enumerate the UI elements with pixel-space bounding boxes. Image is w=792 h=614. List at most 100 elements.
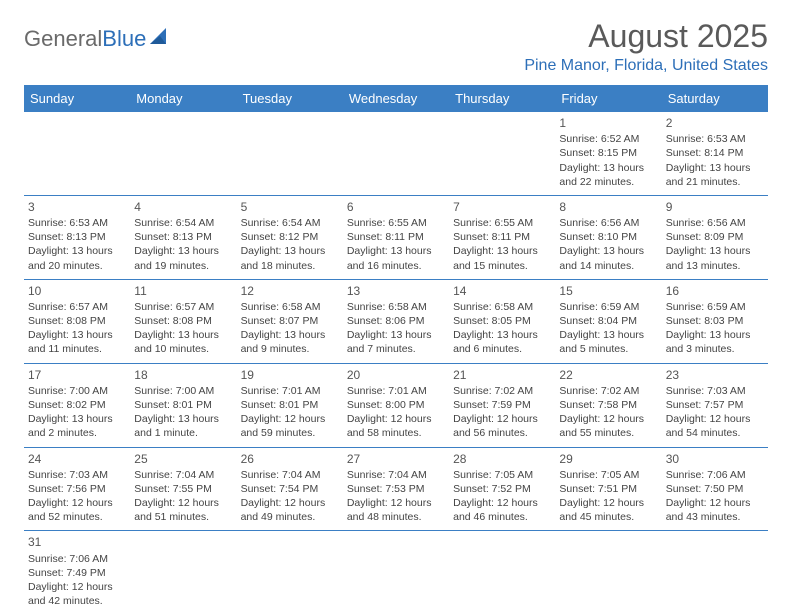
day-number: 21 bbox=[453, 367, 551, 383]
calendar-cell bbox=[343, 531, 449, 614]
sunrise-text: Sunrise: 7:04 AM bbox=[241, 468, 339, 482]
sunset-text: Sunset: 8:08 PM bbox=[134, 314, 232, 328]
sunrise-text: Sunrise: 7:01 AM bbox=[241, 384, 339, 398]
daylight2-text: and 43 minutes. bbox=[666, 510, 764, 524]
daylight2-text: and 6 minutes. bbox=[453, 342, 551, 356]
daylight2-text: and 51 minutes. bbox=[134, 510, 232, 524]
day-header-wed: Wednesday bbox=[343, 85, 449, 112]
day-header-fri: Friday bbox=[555, 85, 661, 112]
sunrise-text: Sunrise: 6:54 AM bbox=[241, 216, 339, 230]
sail-icon bbox=[150, 26, 172, 52]
daylight2-text: and 5 minutes. bbox=[559, 342, 657, 356]
sunrise-text: Sunrise: 7:00 AM bbox=[28, 384, 126, 398]
day-number: 22 bbox=[559, 367, 657, 383]
day-number: 8 bbox=[559, 199, 657, 215]
day-number: 18 bbox=[134, 367, 232, 383]
calendar-cell bbox=[555, 531, 661, 614]
daylight1-text: Daylight: 13 hours bbox=[666, 244, 764, 258]
calendar-cell: 14Sunrise: 6:58 AMSunset: 8:05 PMDayligh… bbox=[449, 280, 555, 363]
day-number: 10 bbox=[28, 283, 126, 299]
calendar-cell: 13Sunrise: 6:58 AMSunset: 8:06 PMDayligh… bbox=[343, 280, 449, 363]
daylight1-text: Daylight: 13 hours bbox=[559, 328, 657, 342]
daylight1-text: Daylight: 13 hours bbox=[453, 244, 551, 258]
daylight1-text: Daylight: 12 hours bbox=[347, 412, 445, 426]
daylight1-text: Daylight: 13 hours bbox=[28, 412, 126, 426]
daylight1-text: Daylight: 13 hours bbox=[28, 244, 126, 258]
sunrise-text: Sunrise: 6:53 AM bbox=[28, 216, 126, 230]
week-row: 10Sunrise: 6:57 AMSunset: 8:08 PMDayligh… bbox=[24, 280, 768, 364]
sunset-text: Sunset: 7:58 PM bbox=[559, 398, 657, 412]
sunrise-text: Sunrise: 6:54 AM bbox=[134, 216, 232, 230]
daylight1-text: Daylight: 13 hours bbox=[134, 244, 232, 258]
sunset-text: Sunset: 8:01 PM bbox=[241, 398, 339, 412]
calendar-cell: 15Sunrise: 6:59 AMSunset: 8:04 PMDayligh… bbox=[555, 280, 661, 363]
month-title: August 2025 bbox=[524, 18, 768, 55]
day-number: 19 bbox=[241, 367, 339, 383]
calendar-cell: 12Sunrise: 6:58 AMSunset: 8:07 PMDayligh… bbox=[237, 280, 343, 363]
daylight2-text: and 3 minutes. bbox=[666, 342, 764, 356]
daylight2-text: and 18 minutes. bbox=[241, 259, 339, 273]
sunrise-text: Sunrise: 6:56 AM bbox=[559, 216, 657, 230]
sunset-text: Sunset: 7:49 PM bbox=[28, 566, 126, 580]
calendar-cell bbox=[449, 531, 555, 614]
sunset-text: Sunset: 8:13 PM bbox=[28, 230, 126, 244]
sunset-text: Sunset: 8:03 PM bbox=[666, 314, 764, 328]
sunset-text: Sunset: 8:06 PM bbox=[347, 314, 445, 328]
week-row: 17Sunrise: 7:00 AMSunset: 8:02 PMDayligh… bbox=[24, 364, 768, 448]
sunrise-text: Sunrise: 6:57 AM bbox=[28, 300, 126, 314]
daylight1-text: Daylight: 12 hours bbox=[241, 496, 339, 510]
day-number: 29 bbox=[559, 451, 657, 467]
daylight1-text: Daylight: 13 hours bbox=[347, 244, 445, 258]
calendar-cell bbox=[130, 531, 236, 614]
daylight1-text: Daylight: 12 hours bbox=[559, 412, 657, 426]
day-header-thu: Thursday bbox=[449, 85, 555, 112]
sunrise-text: Sunrise: 6:59 AM bbox=[559, 300, 657, 314]
calendar-cell bbox=[237, 112, 343, 195]
calendar-cell: 11Sunrise: 6:57 AMSunset: 8:08 PMDayligh… bbox=[130, 280, 236, 363]
sunset-text: Sunset: 8:01 PM bbox=[134, 398, 232, 412]
daylight2-text: and 19 minutes. bbox=[134, 259, 232, 273]
day-number: 25 bbox=[134, 451, 232, 467]
calendar-cell: 26Sunrise: 7:04 AMSunset: 7:54 PMDayligh… bbox=[237, 448, 343, 531]
daylight1-text: Daylight: 13 hours bbox=[559, 244, 657, 258]
calendar-cell bbox=[662, 531, 768, 614]
sunset-text: Sunset: 8:00 PM bbox=[347, 398, 445, 412]
daylight1-text: Daylight: 13 hours bbox=[134, 328, 232, 342]
day-header-sat: Saturday bbox=[662, 85, 768, 112]
day-number: 31 bbox=[28, 534, 126, 550]
sunset-text: Sunset: 8:14 PM bbox=[666, 146, 764, 160]
sunset-text: Sunset: 8:09 PM bbox=[666, 230, 764, 244]
brand-part2: Blue bbox=[102, 26, 146, 52]
day-number: 9 bbox=[666, 199, 764, 215]
brand-logo: GeneralBlue bbox=[24, 26, 172, 52]
sunrise-text: Sunrise: 6:52 AM bbox=[559, 132, 657, 146]
brand-part1: General bbox=[24, 26, 102, 52]
daylight2-text: and 22 minutes. bbox=[559, 175, 657, 189]
day-number: 1 bbox=[559, 115, 657, 131]
daylight2-text: and 10 minutes. bbox=[134, 342, 232, 356]
daylight2-text: and 45 minutes. bbox=[559, 510, 657, 524]
calendar-cell: 28Sunrise: 7:05 AMSunset: 7:52 PMDayligh… bbox=[449, 448, 555, 531]
sunset-text: Sunset: 7:50 PM bbox=[666, 482, 764, 496]
day-number: 3 bbox=[28, 199, 126, 215]
calendar-cell: 1Sunrise: 6:52 AMSunset: 8:15 PMDaylight… bbox=[555, 112, 661, 195]
day-number: 17 bbox=[28, 367, 126, 383]
sunrise-text: Sunrise: 7:01 AM bbox=[347, 384, 445, 398]
day-number: 26 bbox=[241, 451, 339, 467]
day-number: 14 bbox=[453, 283, 551, 299]
daylight2-text: and 42 minutes. bbox=[28, 594, 126, 608]
calendar-cell: 10Sunrise: 6:57 AMSunset: 8:08 PMDayligh… bbox=[24, 280, 130, 363]
calendar-cell: 3Sunrise: 6:53 AMSunset: 8:13 PMDaylight… bbox=[24, 196, 130, 279]
daylight1-text: Daylight: 13 hours bbox=[241, 328, 339, 342]
calendar-cell: 7Sunrise: 6:55 AMSunset: 8:11 PMDaylight… bbox=[449, 196, 555, 279]
day-number: 28 bbox=[453, 451, 551, 467]
daylight1-text: Daylight: 13 hours bbox=[347, 328, 445, 342]
daylight2-text: and 16 minutes. bbox=[347, 259, 445, 273]
daylight2-text: and 14 minutes. bbox=[559, 259, 657, 273]
daylight2-text: and 59 minutes. bbox=[241, 426, 339, 440]
week-row: 24Sunrise: 7:03 AMSunset: 7:56 PMDayligh… bbox=[24, 448, 768, 532]
sunrise-text: Sunrise: 7:02 AM bbox=[559, 384, 657, 398]
sunset-text: Sunset: 8:10 PM bbox=[559, 230, 657, 244]
week-row: 31Sunrise: 7:06 AMSunset: 7:49 PMDayligh… bbox=[24, 531, 768, 614]
sunrise-text: Sunrise: 7:03 AM bbox=[666, 384, 764, 398]
